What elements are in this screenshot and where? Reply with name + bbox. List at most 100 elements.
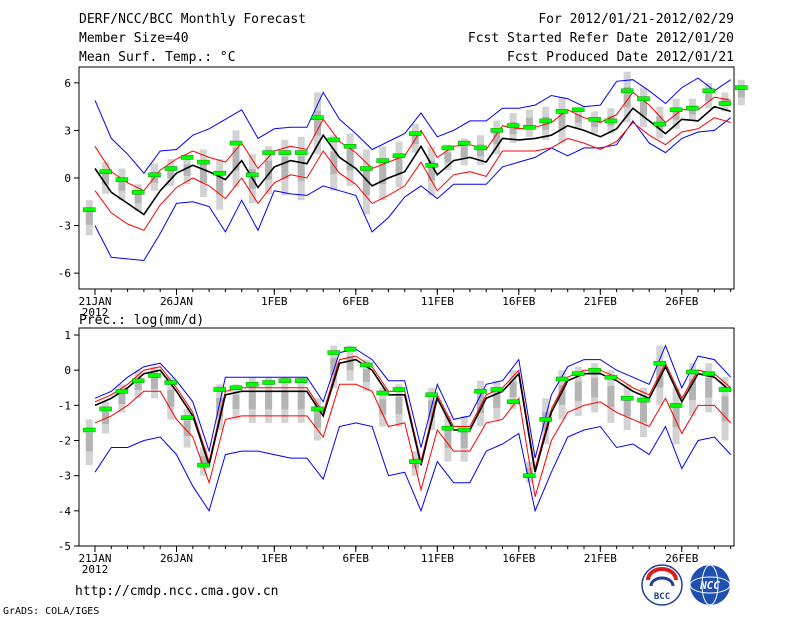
- observed-marker: [360, 166, 373, 171]
- observed-marker: [392, 153, 406, 159]
- footer-url: http://cmdp.ncc.cma.gov.cn: [75, 584, 279, 599]
- y-tick-label: -6: [58, 267, 71, 280]
- spread-box-core: [558, 385, 566, 405]
- observed-marker: [686, 105, 699, 111]
- spread-box-core: [640, 402, 647, 423]
- observed-marker: [197, 159, 210, 165]
- spread-box-core: [428, 161, 436, 181]
- spread-box-core: [705, 377, 713, 398]
- x-tick-label: 21JAN: [78, 552, 111, 565]
- observed-marker: [653, 121, 667, 127]
- spread-box-core: [656, 363, 664, 388]
- observed-marker: [653, 360, 667, 366]
- x-tick-label: 2012: [82, 306, 109, 319]
- spread-box-core: [542, 116, 550, 130]
- spread-box-core: [362, 369, 370, 382]
- header-variable: Mean Surf. Temp.: °C: [79, 50, 236, 65]
- observed-marker: [327, 350, 341, 355]
- observed-marker: [718, 387, 732, 392]
- spread-box-core: [395, 396, 403, 414]
- observed-marker: [474, 389, 487, 394]
- spread-box-core: [525, 117, 533, 129]
- lower-spread-line: [94, 117, 731, 231]
- spread-box-core: [395, 155, 403, 174]
- observed-marker: [686, 369, 699, 375]
- observed-marker: [555, 376, 569, 382]
- observed-marker: [99, 169, 112, 174]
- footer-credit: GrADS: COLA/IGES: [3, 606, 99, 617]
- spread-box-core: [623, 87, 631, 108]
- observed-marker: [441, 425, 455, 431]
- spread-box-core: [460, 429, 468, 448]
- observed-marker: [669, 403, 683, 408]
- observed-marker: [539, 417, 552, 422]
- observed-marker: [278, 150, 292, 155]
- x-tick-label: 26JAN: [160, 552, 193, 565]
- spread-box-core: [216, 398, 224, 417]
- spread-box-core: [574, 381, 582, 402]
- spread-box-core: [558, 110, 566, 130]
- observed-marker: [604, 374, 618, 380]
- observed-marker: [278, 378, 292, 383]
- spread-box-core: [216, 174, 224, 195]
- ncc-logo-latitude: [689, 576, 731, 594]
- spread-box-core: [428, 400, 436, 418]
- minimum-line: [94, 117, 732, 262]
- spread-box-core: [265, 160, 273, 180]
- observed-marker: [376, 390, 389, 396]
- observed-marker: [148, 172, 161, 178]
- spread-box-core: [379, 162, 387, 185]
- observed-marker: [409, 459, 422, 464]
- bcc-logo-red-arc: [646, 567, 678, 581]
- spread-box-core: [118, 392, 126, 404]
- spread-box-core: [85, 210, 93, 225]
- x-tick-label: 21FEB: [584, 295, 617, 308]
- spread-box-core: [346, 149, 354, 171]
- observed-marker: [490, 128, 504, 133]
- spread-box-core: [151, 376, 158, 389]
- x-tick-label: 16FEB: [502, 552, 535, 565]
- x-tick-label: 21JAN: [78, 295, 111, 308]
- spread-box-core: [167, 167, 175, 178]
- spread-box-core: [167, 389, 175, 407]
- observed-marker: [457, 427, 471, 433]
- observed-marker: [311, 406, 324, 412]
- x-tick-label: 16FEB: [502, 295, 535, 308]
- observed-marker: [702, 371, 715, 376]
- ensemble-mean-line: [94, 105, 731, 216]
- observed-marker: [474, 145, 487, 151]
- observed-marker: [637, 397, 650, 403]
- observed-marker: [262, 380, 275, 385]
- spread-box-core: [737, 87, 745, 98]
- spread-box-core: [102, 171, 110, 185]
- observed-marker: [588, 117, 601, 122]
- observed-marker: [229, 140, 243, 146]
- observed-marker: [180, 415, 194, 420]
- spread-box-core: [460, 146, 468, 158]
- spread-box-core: [118, 178, 126, 191]
- ncc-logo: NCC: [689, 564, 731, 606]
- observed-marker: [115, 177, 129, 182]
- header-period: For 2012/01/21-2012/02/29: [538, 12, 734, 27]
- observed-marker: [99, 406, 112, 412]
- header-produced-date: Fcst Produced Date 2012/01/21: [507, 50, 734, 65]
- spread-box-core: [444, 429, 452, 448]
- observed-marker: [131, 190, 145, 195]
- observed-marker: [555, 109, 569, 114]
- y-tick-label: 0: [64, 172, 71, 185]
- y-tick-label: -3: [58, 220, 71, 233]
- spread-box-core: [607, 386, 615, 408]
- x-tick-label: 26FEB: [665, 552, 698, 565]
- spread-box-core: [297, 390, 305, 410]
- spread-box-core: [574, 114, 582, 123]
- observed-marker: [572, 371, 585, 376]
- y-tick-label: 3: [64, 124, 71, 137]
- observed-marker: [164, 380, 178, 385]
- spread-box-core: [297, 155, 305, 182]
- observed-marker: [294, 378, 308, 383]
- precip-panel-title: Prec.: log(mm/d): [79, 313, 204, 328]
- observed-marker: [637, 96, 650, 101]
- ncc-logo-text: NCC: [699, 579, 720, 592]
- observed-marker: [311, 115, 324, 120]
- observed-marker: [620, 88, 634, 94]
